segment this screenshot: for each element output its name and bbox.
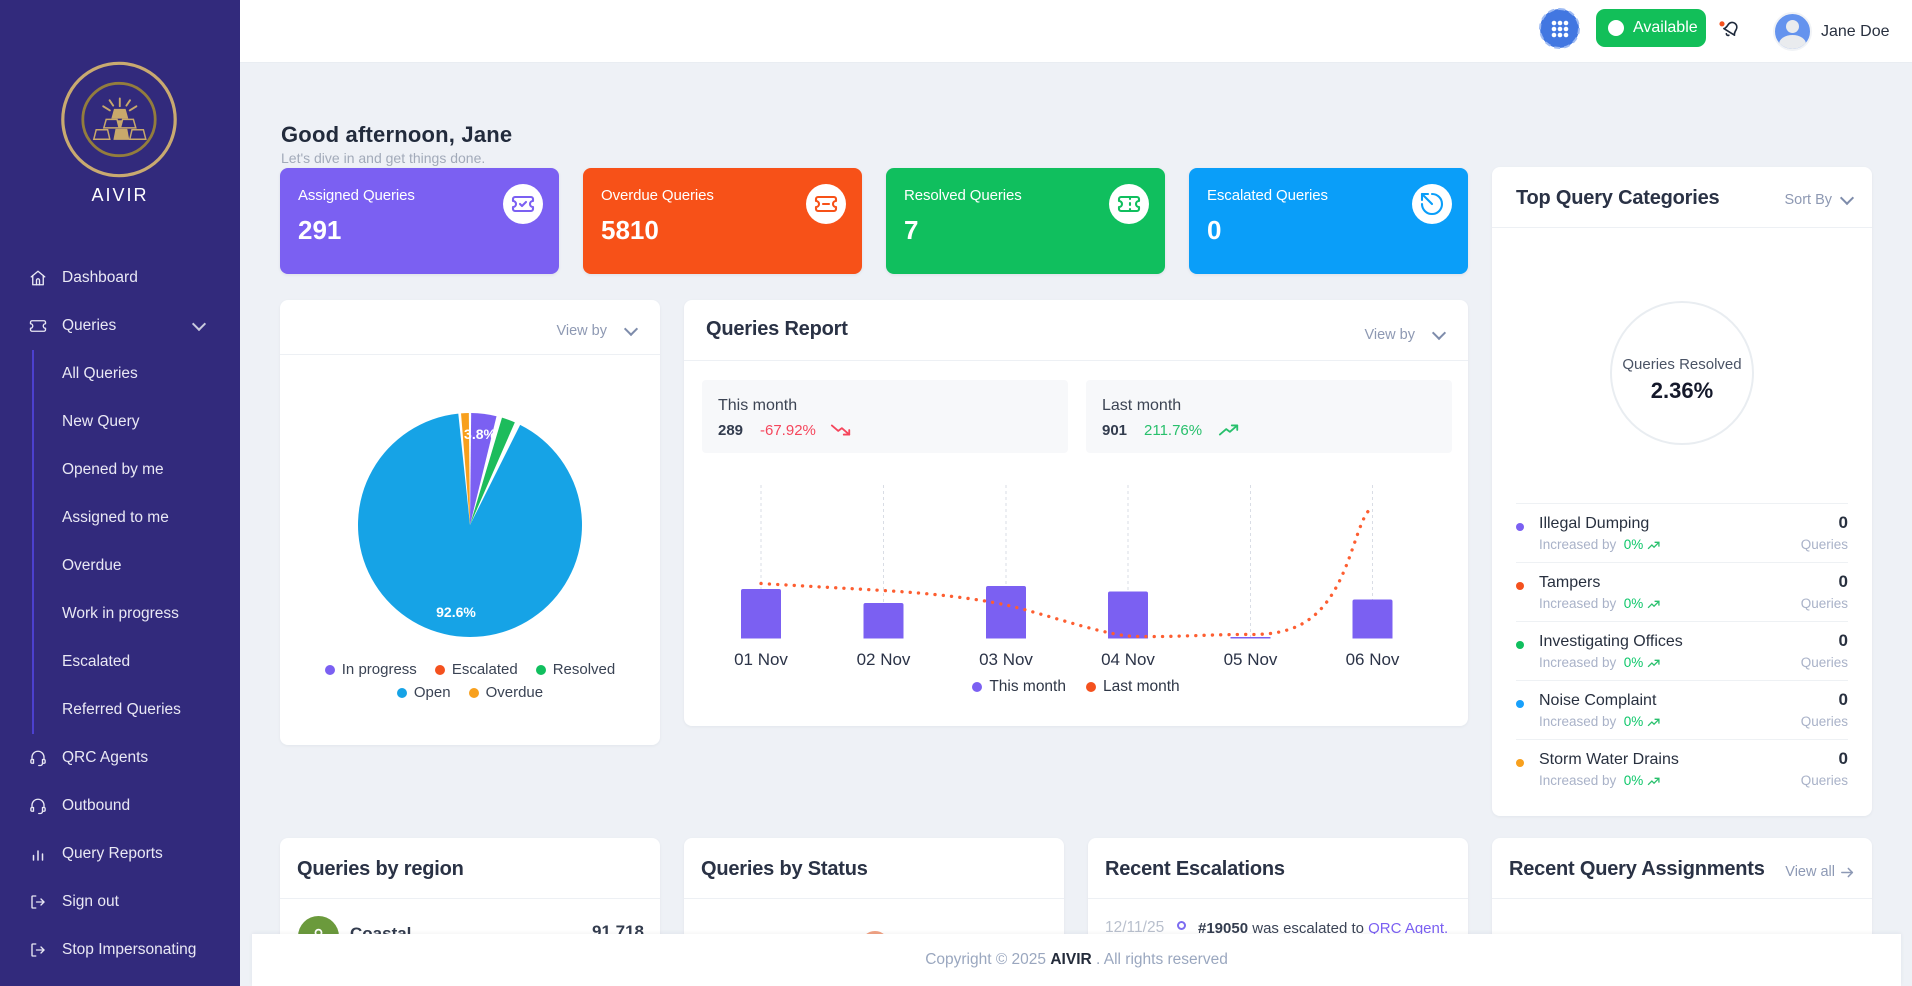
svg-text:04 Nov: 04 Nov	[1101, 650, 1155, 669]
svg-text:06 Nov: 06 Nov	[1346, 650, 1400, 669]
svg-text:01 Nov: 01 Nov	[734, 650, 788, 669]
svg-text:03 Nov: 03 Nov	[979, 650, 1033, 669]
svg-text:02 Nov: 02 Nov	[857, 650, 911, 669]
svg-text:05 Nov: 05 Nov	[1224, 650, 1278, 669]
